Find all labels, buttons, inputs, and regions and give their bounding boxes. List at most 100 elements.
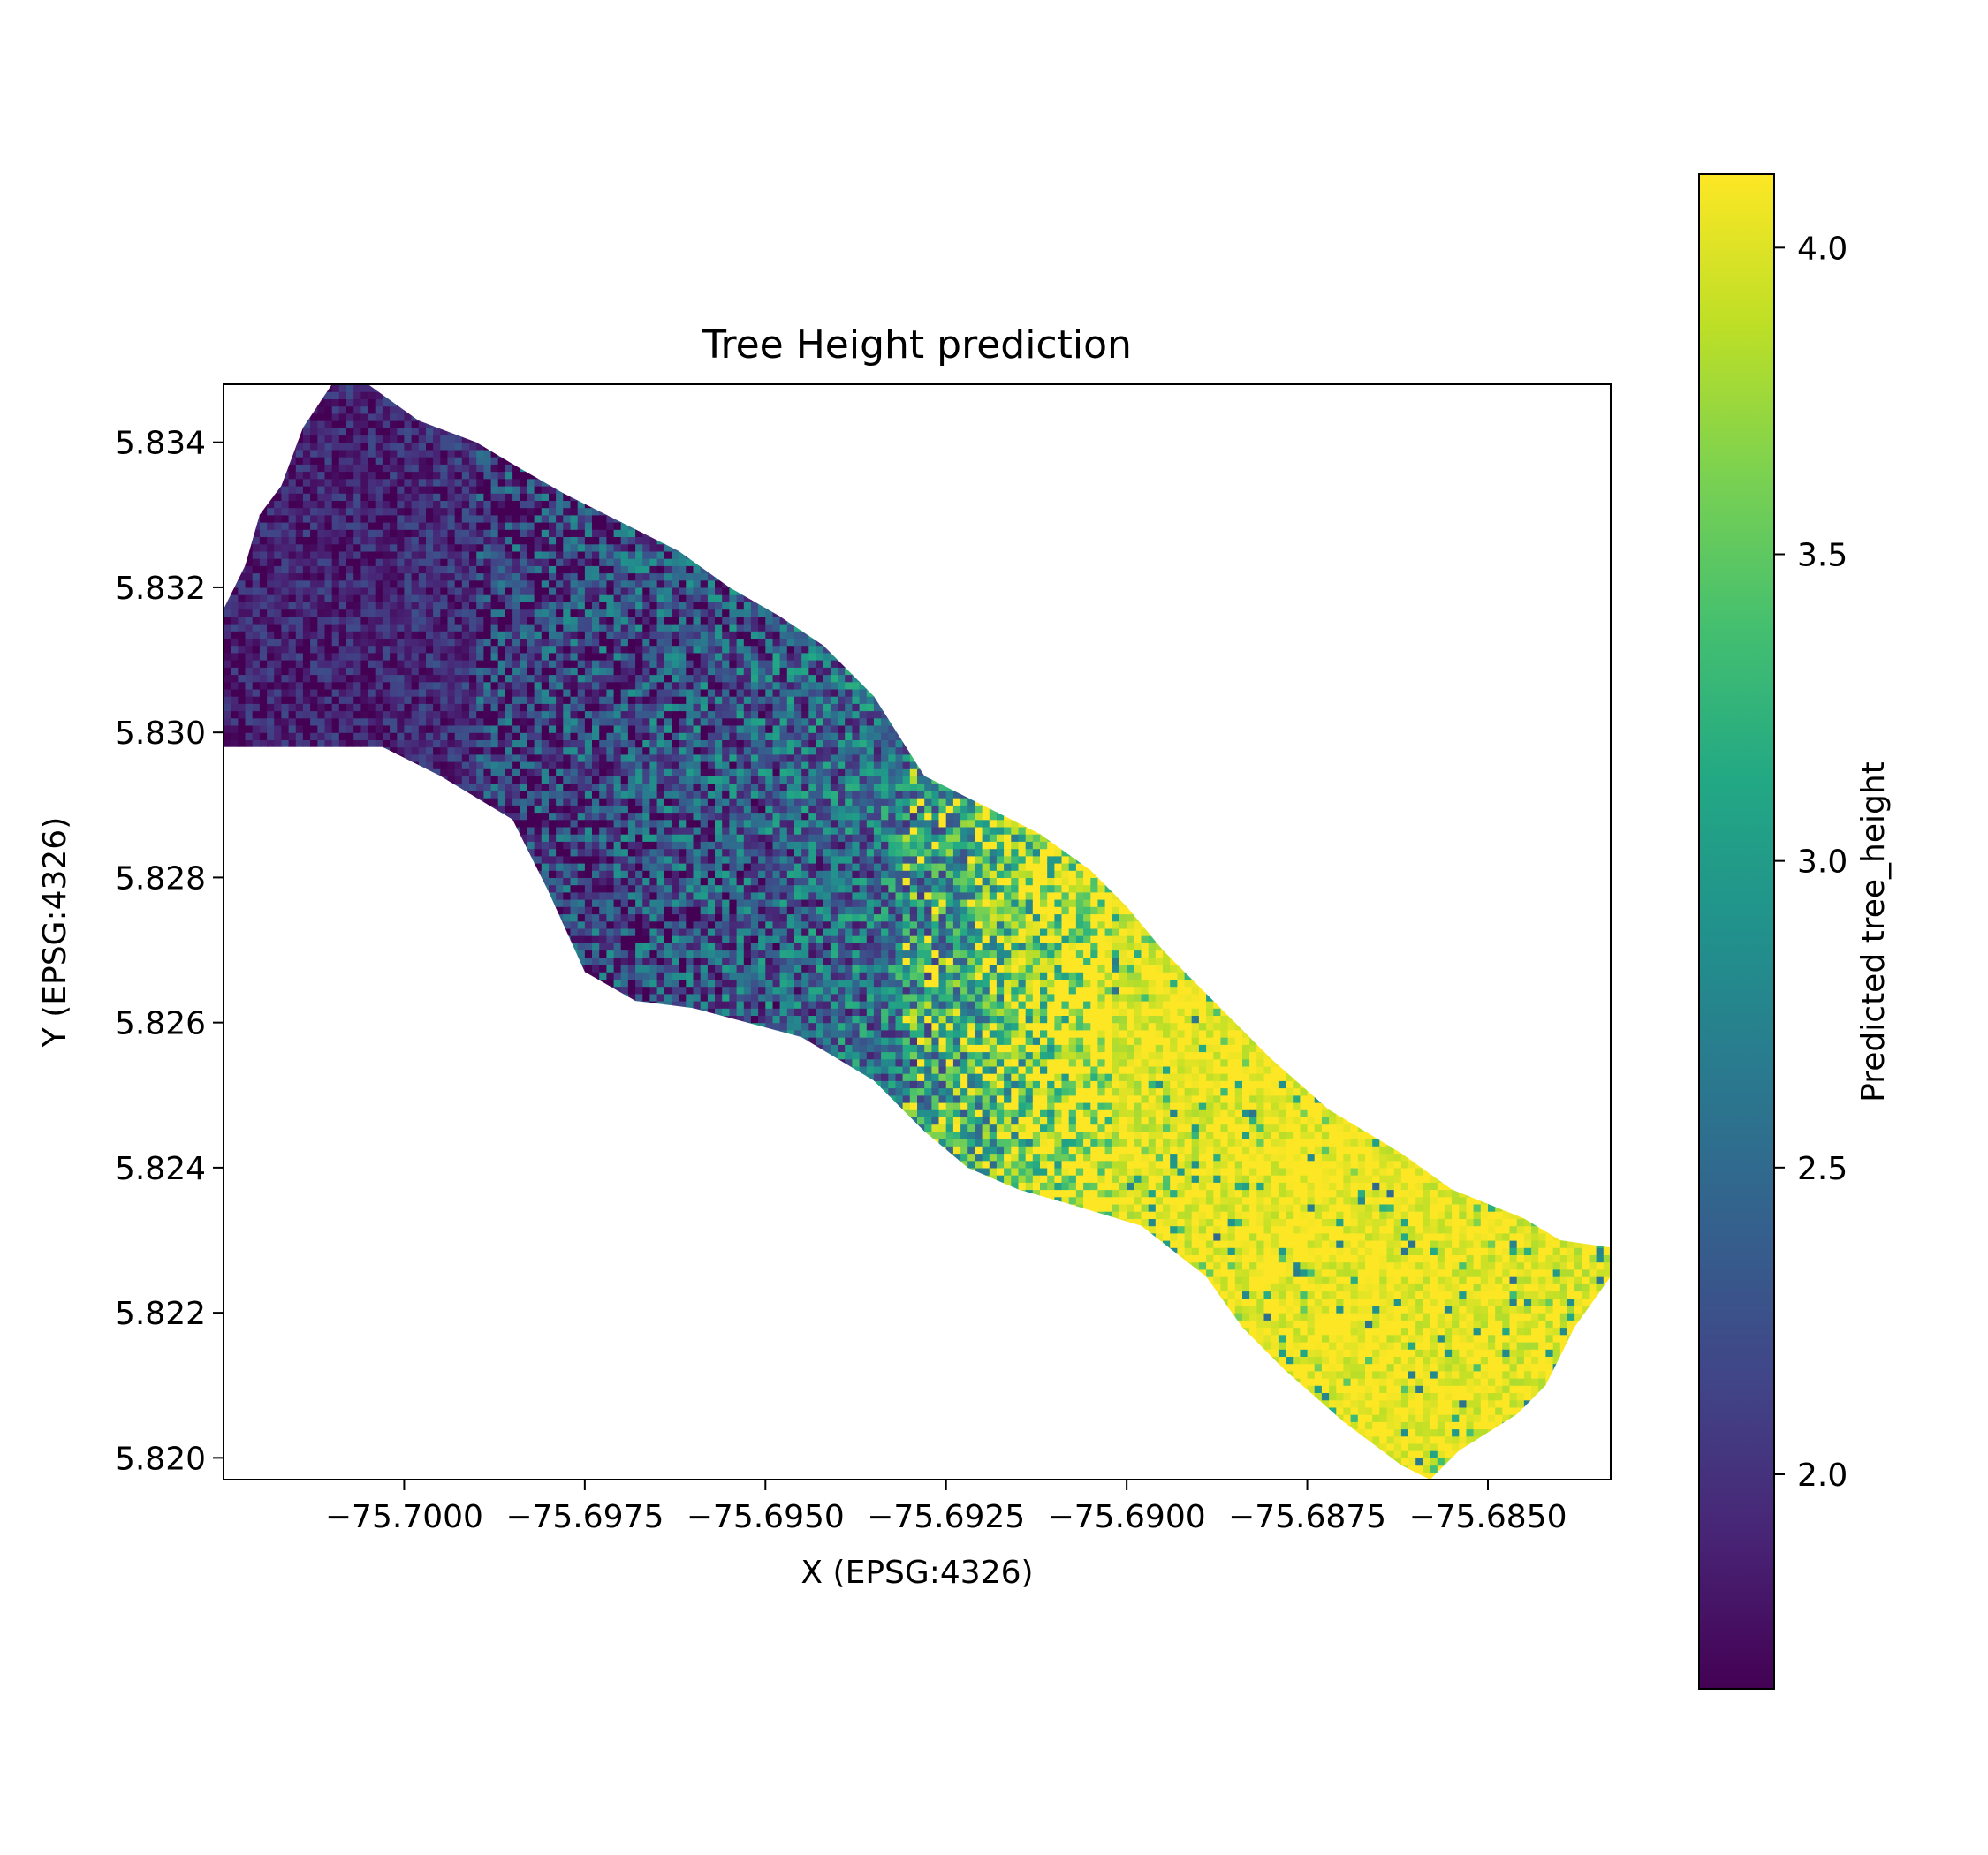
heatmap-cell — [454, 1313, 463, 1321]
heatmap-cell — [224, 855, 231, 864]
heatmap-cell — [288, 529, 297, 537]
heatmap-cell — [281, 913, 290, 922]
heatmap-cell — [331, 1146, 340, 1155]
heatmap-cell — [375, 1392, 383, 1401]
heatmap-cell — [447, 1131, 456, 1140]
heatmap-cell — [252, 1124, 261, 1132]
heatmap-cell — [447, 1428, 456, 1437]
heatmap-cell — [295, 739, 304, 748]
heatmap-cell — [259, 1435, 268, 1444]
heatmap-cell — [426, 587, 434, 595]
heatmap-cell — [267, 602, 275, 610]
heatmap-cell — [302, 863, 311, 871]
heatmap-cell — [274, 543, 282, 552]
heatmap-cell — [338, 1029, 347, 1038]
heatmap-cell — [281, 710, 290, 719]
heatmap-cell — [426, 1124, 434, 1132]
heatmap-cell — [302, 1327, 311, 1336]
heatmap-cell — [274, 507, 282, 516]
heatmap-cell — [382, 384, 391, 392]
heatmap-cell — [317, 1051, 326, 1060]
heatmap-cell — [440, 579, 449, 588]
heatmap-cell — [245, 746, 254, 755]
heatmap-cell — [440, 1232, 449, 1241]
heatmap-cell — [245, 1298, 254, 1306]
heatmap-cell — [360, 1058, 369, 1067]
heatmap-cell — [288, 428, 297, 436]
heatmap-cell — [426, 1080, 434, 1089]
heatmap-cell — [295, 587, 304, 595]
heatmap-cell — [281, 920, 290, 929]
heatmap-cell — [368, 753, 376, 762]
heatmap-cell — [317, 486, 326, 494]
heatmap-cell — [245, 972, 254, 980]
heatmap-cell — [404, 631, 413, 639]
heatmap-cell — [324, 848, 333, 857]
heatmap-cell — [295, 746, 304, 755]
heatmap-cell — [426, 1022, 434, 1031]
heatmap-cell — [252, 624, 261, 632]
heatmap-cell — [426, 1421, 434, 1430]
heatmap-cell — [274, 1094, 282, 1103]
heatmap-cell — [447, 652, 456, 661]
heatmap-cell — [426, 1247, 434, 1255]
heatmap-cell — [252, 725, 261, 733]
heatmap-cell — [447, 1435, 456, 1444]
heatmap-cell — [418, 1247, 427, 1255]
heatmap-cell — [368, 500, 376, 509]
heatmap-cell — [360, 1334, 369, 1343]
heatmap-cell — [382, 870, 391, 878]
heatmap-cell — [454, 1261, 463, 1270]
heatmap-cell — [274, 1124, 282, 1132]
heatmap-cell — [231, 920, 239, 929]
heatmap-cell — [353, 1363, 361, 1372]
heatmap-cell — [404, 957, 413, 965]
heatmap-cell — [324, 1109, 333, 1117]
heatmap-cell — [259, 1139, 268, 1147]
heatmap-cell — [397, 1015, 406, 1024]
heatmap-cell — [447, 442, 456, 450]
heatmap-cell — [224, 1313, 231, 1321]
heatmap-cell — [375, 1240, 383, 1248]
heatmap-cell — [231, 972, 239, 980]
heatmap-cell — [274, 899, 282, 907]
heatmap-cell — [426, 493, 434, 501]
heatmap-cell — [440, 420, 449, 428]
heatmap-cell — [447, 717, 456, 726]
heatmap-cell — [338, 798, 347, 806]
heatmap-cell — [404, 471, 413, 480]
heatmap-cell — [274, 819, 282, 828]
heatmap-cell — [274, 1428, 282, 1437]
heatmap-cell — [310, 681, 318, 690]
heatmap-cell — [331, 834, 340, 842]
heatmap-cell — [231, 1370, 239, 1379]
heatmap-cell — [302, 877, 311, 886]
heatmap-cell — [245, 826, 254, 835]
heatmap-cell — [231, 486, 239, 494]
heatmap-cell — [331, 1435, 340, 1444]
heatmap-cell — [281, 1305, 290, 1314]
heatmap-cell — [368, 1349, 376, 1357]
heatmap-cell — [375, 638, 383, 647]
heatmap-cell — [295, 1037, 304, 1045]
heatmap-cell — [231, 1421, 239, 1430]
heatmap-cell — [338, 652, 347, 661]
heatmap-cell — [224, 1153, 231, 1162]
heatmap-cell — [252, 1087, 261, 1096]
heatmap-cell — [346, 717, 354, 726]
heatmap-cell — [346, 710, 354, 719]
heatmap-cell — [360, 943, 369, 951]
heatmap-cell — [238, 717, 247, 726]
heatmap-cell — [338, 776, 347, 784]
heatmap-cell — [433, 1458, 441, 1466]
heatmap-cell — [411, 877, 420, 886]
heatmap-cell — [252, 486, 261, 494]
heatmap-cell — [447, 993, 456, 1002]
heatmap-cell — [245, 928, 254, 936]
heatmap-cell — [288, 746, 297, 755]
heatmap-cell — [447, 1037, 456, 1045]
heatmap-cell — [295, 1327, 304, 1336]
heatmap-cell — [360, 1363, 369, 1372]
heatmap-cell — [440, 1313, 449, 1321]
heatmap-cell — [397, 1327, 406, 1336]
